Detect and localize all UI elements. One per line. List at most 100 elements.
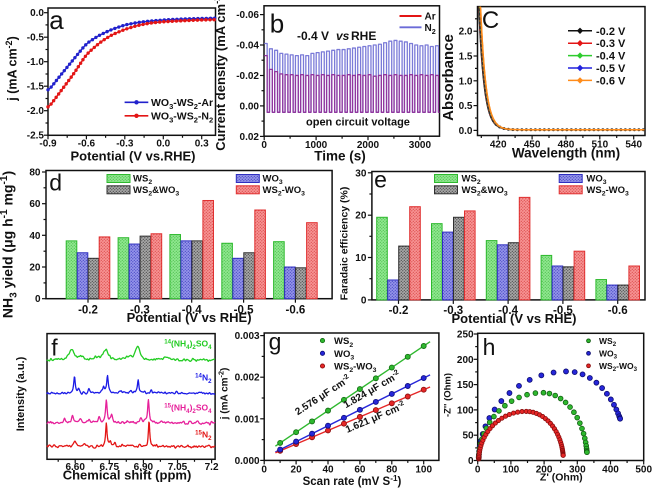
svg-text:Z' (Ohm): Z' (Ohm) (540, 472, 583, 484)
svg-text:j (mA cm-2): j (mA cm-2) (4, 36, 20, 102)
svg-text:40: 40 (29, 231, 41, 242)
svg-text:open circuit voltage: open circuit voltage (306, 117, 410, 129)
svg-text:6.90: 6.90 (134, 462, 154, 473)
svg-text:540: 540 (625, 140, 642, 151)
svg-text:j (mA cm-2): j (mA cm-2) (217, 368, 231, 421)
svg-text:-0.4 V: -0.4 V (297, 29, 329, 43)
svg-text:vs: vs (336, 29, 350, 43)
svg-text:WO3-WS2-N2: WO3-WS2-N2 (151, 111, 213, 125)
svg-text:WS2-WO3: WS2-WO3 (599, 361, 638, 373)
svg-text:-0.02: -0.02 (236, 71, 259, 82)
svg-text:RHE: RHE (351, 29, 376, 43)
svg-text:6.60: 6.60 (65, 462, 85, 473)
svg-text:Potential (V vs.RHE): Potential (V vs.RHE) (71, 149, 196, 164)
svg-text:0: 0 (261, 140, 267, 151)
svg-text:60: 60 (354, 465, 366, 476)
svg-text:NH3 yield (μg h-1 mg-1): NH3 yield (μg h-1 mg-1) (0, 171, 19, 318)
svg-text:0: 0 (35, 294, 41, 305)
svg-text:-0.5: -0.5 (234, 305, 254, 317)
svg-text:0: 0 (261, 465, 267, 476)
svg-text:-0.6: -0.6 (608, 305, 628, 317)
svg-text:480: 480 (558, 140, 575, 151)
svg-text:C: C (482, 7, 499, 34)
svg-text:Faradaic efficiency (%): Faradaic efficiency (%) (339, 187, 351, 301)
svg-text:510: 510 (591, 140, 608, 151)
svg-text:0.002: 0.002 (235, 373, 260, 384)
svg-text:0.0: 0.0 (30, 8, 44, 19)
svg-text:0.0: 0.0 (156, 138, 170, 149)
svg-text:0.3: 0.3 (195, 138, 209, 149)
svg-text:-0.06: -0.06 (236, 10, 259, 21)
svg-text:-0.5 V: -0.5 V (596, 63, 626, 75)
svg-text:-0.3: -0.3 (443, 305, 463, 317)
svg-text:0: 0 (361, 295, 367, 306)
svg-text:WS2: WS2 (133, 174, 152, 187)
svg-text:0.00: 0.00 (240, 101, 260, 112)
svg-text:6.75: 6.75 (100, 462, 120, 473)
svg-text:100: 100 (503, 464, 520, 475)
svg-text:-0.4: -0.4 (182, 305, 202, 317)
svg-text:-0.2 V: -0.2 V (596, 26, 626, 38)
svg-text:150: 150 (457, 380, 474, 391)
svg-text:100: 100 (415, 465, 432, 476)
svg-text:30: 30 (355, 168, 367, 179)
svg-text:a: a (49, 5, 64, 35)
svg-text:-2.5: -2.5 (27, 131, 45, 142)
svg-text:-0.6: -0.6 (78, 138, 96, 149)
svg-text:e: e (374, 166, 387, 192)
svg-text:-0.3 V: -0.3 V (596, 38, 626, 50)
svg-text:WS2: WS2 (599, 336, 617, 348)
svg-text:h: h (483, 334, 496, 360)
svg-text:15N2: 15N2 (195, 429, 212, 442)
svg-text:20: 20 (29, 263, 41, 274)
svg-text:200: 200 (536, 464, 553, 475)
svg-text:g: g (269, 329, 282, 355)
svg-text:N2: N2 (425, 23, 436, 36)
svg-text:WS2-WO3: WS2-WO3 (334, 362, 377, 375)
svg-text:-0.3: -0.3 (130, 305, 150, 317)
svg-text:-0.6: -0.6 (285, 305, 305, 317)
svg-text:300: 300 (569, 464, 586, 475)
svg-text:Wavelength (nm): Wavelength (nm) (512, 145, 620, 160)
svg-text:Absorbance: Absorbance (440, 34, 457, 121)
svg-text:7.05: 7.05 (168, 462, 188, 473)
svg-text:1.5: 1.5 (459, 52, 473, 63)
svg-text:Chemical shift (ppm): Chemical shift (ppm) (63, 468, 192, 483)
svg-text:Current density (mA cm-2): Current density (mA cm-2) (212, 0, 228, 151)
svg-text:3000: 3000 (409, 140, 432, 151)
svg-text:250: 250 (457, 330, 474, 341)
svg-text:60: 60 (29, 199, 41, 210)
svg-text:-0.6 V: -0.6 V (596, 75, 626, 87)
svg-text:-1.5: -1.5 (27, 82, 45, 93)
svg-text:WO3: WO3 (599, 348, 618, 360)
svg-text:40: 40 (322, 465, 334, 476)
svg-text:Intensity (a.u.): Intensity (a.u.) (15, 356, 27, 431)
svg-text:-0.5: -0.5 (553, 305, 573, 317)
svg-text:2000: 2000 (357, 140, 380, 151)
svg-text:f: f (51, 334, 58, 360)
svg-text:500: 500 (635, 464, 652, 475)
svg-text:0.02: 0.02 (240, 132, 260, 143)
svg-text:WO3: WO3 (334, 349, 354, 362)
svg-text:-0.2: -0.2 (78, 305, 98, 317)
svg-text:0.003: 0.003 (235, 331, 260, 342)
svg-text:100: 100 (457, 405, 474, 416)
svg-text:14(NH4)2SO4: 14(NH4)2SO4 (164, 338, 212, 351)
svg-text:1000: 1000 (305, 140, 328, 151)
svg-text:WS2-WO3: WS2-WO3 (263, 185, 306, 198)
svg-text:80: 80 (29, 167, 41, 178)
svg-text:-1.0: -1.0 (27, 57, 45, 68)
svg-text:450: 450 (524, 140, 541, 151)
svg-text:0.5: 0.5 (459, 101, 473, 112)
svg-text:20: 20 (291, 465, 303, 476)
svg-text:200: 200 (457, 355, 474, 366)
svg-text:d: d (49, 169, 62, 195)
svg-text:50: 50 (462, 431, 474, 442)
svg-text:Scan rate (mV S-1): Scan rate (mV S-1) (303, 474, 402, 488)
svg-text:0.000: 0.000 (235, 456, 260, 467)
svg-text:0: 0 (468, 456, 474, 467)
svg-text:WO3: WO3 (263, 174, 283, 187)
svg-text:80: 80 (386, 465, 398, 476)
svg-text:20: 20 (355, 211, 367, 222)
svg-text:1.0: 1.0 (459, 76, 473, 87)
